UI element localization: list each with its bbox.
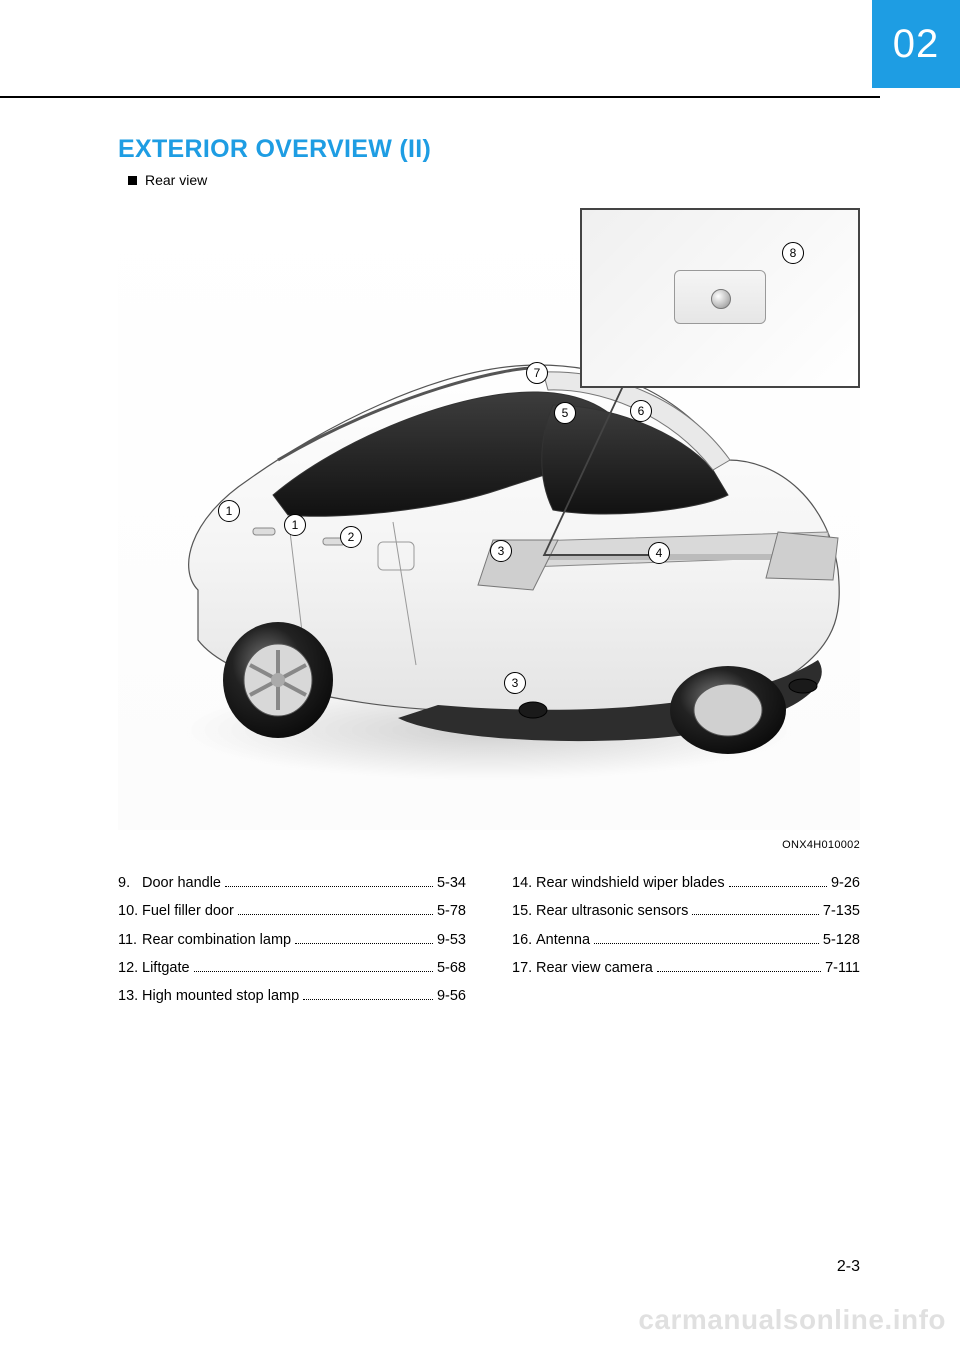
callout-number: 1 xyxy=(218,500,240,522)
legend-number: 15. xyxy=(512,897,536,925)
callout-number: 3 xyxy=(490,540,512,562)
page-number: 2-3 xyxy=(837,1258,860,1276)
callout-number: 8 xyxy=(782,242,804,264)
legend-label: Rear ultrasonic sensors xyxy=(536,897,688,925)
leader-dots xyxy=(295,932,433,944)
callout-number: 4 xyxy=(648,542,670,564)
figure-code: ONX4H010002 xyxy=(118,839,860,851)
callout-number: 1 xyxy=(284,514,306,536)
legend-label: Rear view camera xyxy=(536,954,653,982)
legend-label: Fuel filler door xyxy=(142,897,234,925)
leader-dots xyxy=(594,932,819,944)
legend-row: 17. Rear view camera 7-111 xyxy=(512,954,860,982)
legend-page-ref: 9-53 xyxy=(437,926,466,954)
chapter-badge: 02 xyxy=(872,0,960,88)
watermark: carmanualsonline.info xyxy=(638,1304,946,1336)
content-area: EXTERIOR OVERVIEW (II) Rear view xyxy=(118,135,860,1010)
legend-row: 11. Rear combination lamp 9-53 xyxy=(118,926,466,954)
legend-row: 9. Door handle 5-34 xyxy=(118,869,466,897)
callout-number: 2 xyxy=(340,526,362,548)
leader-dots xyxy=(238,904,433,916)
callout-number: 6 xyxy=(630,400,652,422)
page-title: EXTERIOR OVERVIEW (II) xyxy=(118,135,860,164)
camera-icon xyxy=(674,270,766,324)
legend-col-right: 14. Rear windshield wiper blades 9-2615.… xyxy=(512,869,860,1010)
figure: 1 1 2 3 3 4 5 6 7 8 xyxy=(118,200,860,830)
legend-label: Liftgate xyxy=(142,954,190,982)
legend-number: 9. xyxy=(118,869,142,897)
legend-page-ref: 7-135 xyxy=(823,897,860,925)
callout-number: 5 xyxy=(554,402,576,424)
bullet-icon xyxy=(128,176,137,185)
legend-number: 13. xyxy=(118,982,142,1010)
legend-col-left: 9. Door handle 5-3410. Fuel filler door … xyxy=(118,869,466,1010)
legend-page-ref: 5-68 xyxy=(437,954,466,982)
legend-label: Rear combination lamp xyxy=(142,926,291,954)
legend-label: Antenna xyxy=(536,926,590,954)
legend-page-ref: 5-78 xyxy=(437,897,466,925)
callout-number: 3 xyxy=(504,672,526,694)
legend-label: High mounted stop lamp xyxy=(142,982,299,1010)
legend-row: 15. Rear ultrasonic sensors 7-135 xyxy=(512,897,860,925)
legend-page-ref: 7-111 xyxy=(825,954,860,982)
legend-number: 14. xyxy=(512,869,536,897)
leader-dots xyxy=(657,960,821,972)
legend-number: 11. xyxy=(118,926,142,954)
legend-label: Rear windshield wiper blades xyxy=(536,869,725,897)
subtitle-row: Rear view xyxy=(128,172,860,188)
legend-label: Door handle xyxy=(142,869,221,897)
leader-dots xyxy=(225,875,433,887)
header-rule xyxy=(0,96,880,98)
legend-page-ref: 9-26 xyxy=(831,869,860,897)
legend-row: 10. Fuel filler door 5-78 xyxy=(118,897,466,925)
legend-number: 16. xyxy=(512,926,536,954)
legend-page-ref: 5-128 xyxy=(823,926,860,954)
legend-row: 16. Antenna 5-128 xyxy=(512,926,860,954)
legend-row: 12. Liftgate 5-68 xyxy=(118,954,466,982)
manual-page: 02 EXTERIOR OVERVIEW (II) Rear view xyxy=(0,0,960,1346)
legend-number: 17. xyxy=(512,954,536,982)
leader-dots xyxy=(729,875,827,887)
legend: 9. Door handle 5-3410. Fuel filler door … xyxy=(118,869,860,1010)
leader-dots xyxy=(692,904,819,916)
legend-number: 12. xyxy=(118,954,142,982)
legend-row: 14. Rear windshield wiper blades 9-26 xyxy=(512,869,860,897)
camera-callout-box xyxy=(580,208,860,388)
legend-row: 13. High mounted stop lamp 9-56 xyxy=(118,982,466,1010)
legend-number: 10. xyxy=(118,897,142,925)
legend-page-ref: 5-34 xyxy=(437,869,466,897)
leader-dots xyxy=(303,988,433,1000)
leader-dots xyxy=(194,960,433,972)
subtitle-text: Rear view xyxy=(145,172,207,188)
legend-page-ref: 9-56 xyxy=(437,982,466,1010)
callout-number: 7 xyxy=(526,362,548,384)
